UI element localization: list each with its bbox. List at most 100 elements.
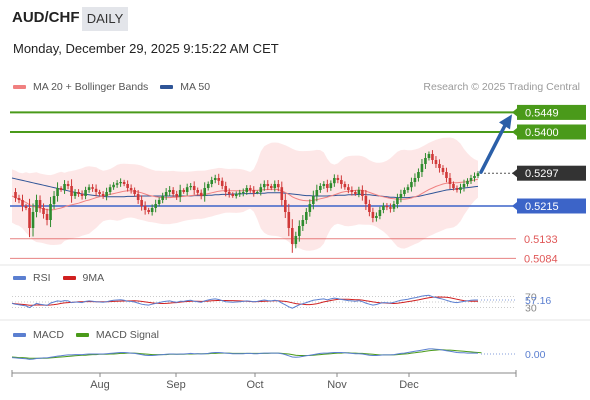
legend-item-ma50: MA 50: [160, 81, 210, 93]
candle-body: [389, 207, 392, 209]
candle-body: [459, 187, 462, 190]
candle-body: [108, 187, 112, 192]
rsi-value-label: 57.16: [525, 295, 551, 307]
candle-body: [319, 186, 322, 190]
candle-body: [217, 178, 221, 181]
candle-body: [122, 182, 126, 184]
candle-body: [266, 184, 270, 186]
candle-body: [203, 188, 207, 196]
candle-body: [396, 198, 399, 204]
candle-body: [399, 194, 403, 198]
candle-body: [294, 236, 298, 244]
candle-body: [115, 183, 119, 185]
candle-body: [385, 206, 389, 208]
candle-body: [441, 168, 445, 172]
candle-body: [52, 196, 56, 204]
candle-body: [273, 184, 277, 188]
legend-item-rsi: RSI: [13, 272, 51, 284]
legend-label-9ma: 9MA: [82, 272, 105, 284]
level-pointer-2: [512, 169, 517, 178]
candle-body: [42, 208, 45, 214]
legend-label-macd: MACD: [33, 329, 64, 341]
level-box-0: [517, 104, 586, 120]
candle-body: [357, 190, 361, 194]
legend-swatch-ma20: [13, 85, 26, 89]
legend-label-macd-signal: MACD Signal: [95, 329, 159, 341]
legend-item-ma20: MA 20 + Bollinger Bands: [13, 81, 148, 93]
candle-body: [140, 200, 143, 206]
legend-item-macd-signal: MACD Signal: [75, 329, 159, 341]
rsi-level-label-30: 30: [525, 303, 537, 315]
candle-body: [333, 178, 336, 184]
level-label-5: 0.5084: [524, 253, 558, 265]
candle-body: [56, 188, 59, 196]
candle-body: [24, 206, 28, 208]
candle-body: [175, 194, 178, 197]
candle-body: [312, 196, 315, 204]
candle-body: [49, 204, 52, 220]
candle-body: [178, 190, 182, 197]
level-label-3: 0.5215: [525, 201, 559, 213]
candle-body: [161, 196, 164, 200]
level-label-0: 0.5449: [525, 107, 559, 119]
candle-body: [227, 192, 231, 194]
candle-body: [350, 190, 354, 192]
candle-body: [98, 192, 101, 194]
candle-body: [413, 178, 417, 182]
candle-body: [129, 188, 133, 190]
ma20-line: [11, 178, 479, 211]
level-pointer-3: [512, 202, 517, 210]
candle-body: [378, 210, 382, 216]
level-pointer-0: [512, 108, 517, 117]
legend-swatch-ma50: [160, 85, 174, 89]
x-tick-label-Sep: Sep: [166, 379, 186, 391]
macd-line: [11, 348, 478, 360]
level-label-1: 0.5400: [525, 127, 559, 139]
candle-body: [283, 200, 287, 212]
candle-body: [189, 186, 192, 188]
candle-body: [59, 188, 63, 190]
candle-body: [420, 164, 424, 172]
candle-body: [301, 220, 305, 226]
timeframe-button[interactable]: DAILY: [82, 7, 128, 31]
candle-body: [192, 186, 196, 190]
candle-body: [94, 188, 98, 192]
candle-body: [91, 187, 94, 189]
candle-body: [375, 216, 378, 218]
level-box-3: [517, 198, 586, 214]
candle-body: [255, 192, 259, 193]
candle-body: [28, 208, 31, 228]
legend-item-9ma: 9MA: [62, 272, 105, 284]
candle-body: [112, 184, 115, 188]
candle-body: [473, 176, 476, 178]
candle-body: [101, 194, 105, 196]
x-tick-label-Dec: Dec: [399, 379, 419, 391]
candle-body: [213, 178, 217, 180]
x-tick-label-Oct: Oct: [246, 379, 263, 391]
candle-body: [269, 186, 273, 188]
candle-body: [406, 187, 410, 190]
candle-body: [119, 182, 122, 184]
macd-legend: MACD MACD Signal: [13, 329, 171, 341]
candle-body: [248, 188, 252, 190]
candle-body: [245, 188, 249, 192]
candle-body: [35, 200, 38, 212]
candle-body: [84, 190, 87, 196]
candle-body: [371, 212, 375, 218]
macd-value-label: 0.00: [525, 349, 546, 361]
candle-body: [462, 184, 466, 188]
legend-item-macd: MACD: [13, 329, 64, 341]
candle-body: [291, 228, 294, 244]
candle-body: [322, 184, 326, 186]
candle-body: [445, 172, 448, 178]
candle-body: [476, 173, 480, 176]
forecast-arrow-head: [499, 114, 512, 130]
candle-body: [382, 206, 385, 210]
candle-body: [305, 212, 308, 220]
symbol-title: AUD/CHF: [12, 9, 80, 26]
level-label-2: 0.5297: [525, 168, 559, 180]
legend-swatch-macd-signal: [75, 333, 89, 337]
candle-body: [171, 190, 175, 194]
candle-body: [354, 192, 357, 194]
